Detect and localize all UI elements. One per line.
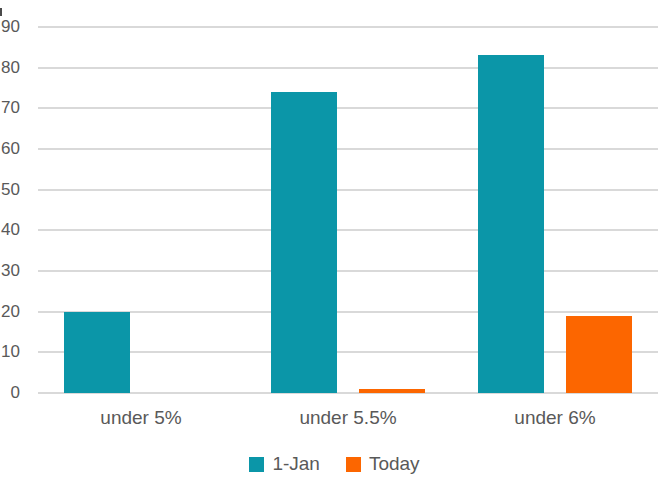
gridline-80 — [38, 67, 658, 69]
legend-swatch-icon — [249, 457, 264, 472]
y-tick-label-70: 70 — [0, 98, 20, 118]
legend: 1-Jan Today — [0, 453, 669, 475]
bar-1-jan-2 — [271, 92, 337, 393]
bar-chart: 0 10 20 30 40 50 60 70 80 90 under 5%under 5.5%un… — [0, 0, 669, 486]
x-axis: under 5%under 5.5%under 6% — [38, 407, 658, 433]
y-tick-label-60: 60 — [0, 139, 20, 159]
y-tick-label-90: 90 — [0, 17, 20, 37]
bar-today-2 — [359, 389, 425, 393]
gridline-60 — [38, 148, 658, 150]
plot-area — [38, 27, 658, 393]
x-tick-label-2: under 5.5% — [245, 407, 451, 429]
legend-label: Today — [369, 453, 420, 475]
x-tick-label-3: under 6% — [452, 407, 658, 429]
y-tick-label-30: 30 — [0, 261, 20, 281]
y-tick-label-40: 40 — [0, 220, 20, 240]
y-axis: 0102030405060708090 — [0, 27, 30, 393]
y-tick-label-80: 80 — [0, 58, 20, 78]
y-tick-label-50: 50 — [0, 180, 20, 200]
y-tick-label-0: 0 — [0, 383, 20, 403]
gridline-50 — [38, 189, 658, 191]
bar-1-jan-1 — [64, 312, 130, 393]
legend-swatch-icon — [346, 457, 361, 472]
legend-label: 1-Jan — [272, 453, 320, 475]
clipped-edge-mark — [0, 8, 2, 16]
gridline-20 — [38, 311, 658, 313]
legend-item-today: Today — [346, 453, 420, 475]
gridline-10 — [38, 351, 658, 353]
gridline-30 — [38, 270, 658, 272]
gridline-90 — [38, 26, 658, 28]
bar-1-jan-3 — [478, 55, 544, 393]
bar-today-3 — [566, 316, 632, 393]
gridline-70 — [38, 107, 658, 109]
y-tick-label-20: 20 — [0, 302, 20, 322]
legend-item-1-jan: 1-Jan — [249, 453, 320, 475]
gridline-40 — [38, 229, 658, 231]
y-tick-label-10: 10 — [0, 342, 20, 362]
x-tick-label-1: under 5% — [38, 407, 244, 429]
gridline-0 — [38, 392, 658, 394]
